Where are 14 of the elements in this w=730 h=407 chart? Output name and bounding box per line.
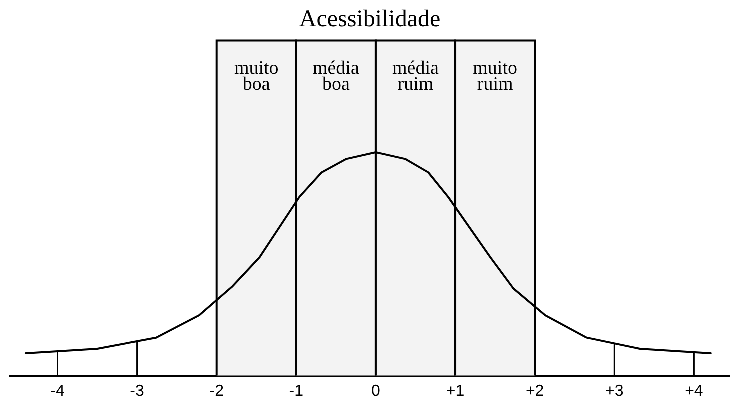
x-tick-label: +1 bbox=[446, 382, 465, 400]
x-tick-label: +2 bbox=[526, 382, 544, 400]
chart-title: Acessibilidade bbox=[299, 6, 441, 33]
band-label: média boa bbox=[312, 58, 360, 95]
x-tick-label: 0 bbox=[372, 382, 381, 400]
x-tick-label: +3 bbox=[606, 382, 624, 400]
band-label: muito boa bbox=[234, 58, 279, 95]
band-label: muito ruim bbox=[473, 58, 518, 95]
x-tick-label: -4 bbox=[50, 382, 65, 400]
x-tick-label: -1 bbox=[289, 382, 304, 400]
band-label: média ruim bbox=[392, 58, 440, 95]
x-tick-label: -3 bbox=[130, 382, 145, 400]
x-tick-label: -2 bbox=[210, 382, 224, 400]
x-tick-label: +4 bbox=[685, 382, 704, 400]
